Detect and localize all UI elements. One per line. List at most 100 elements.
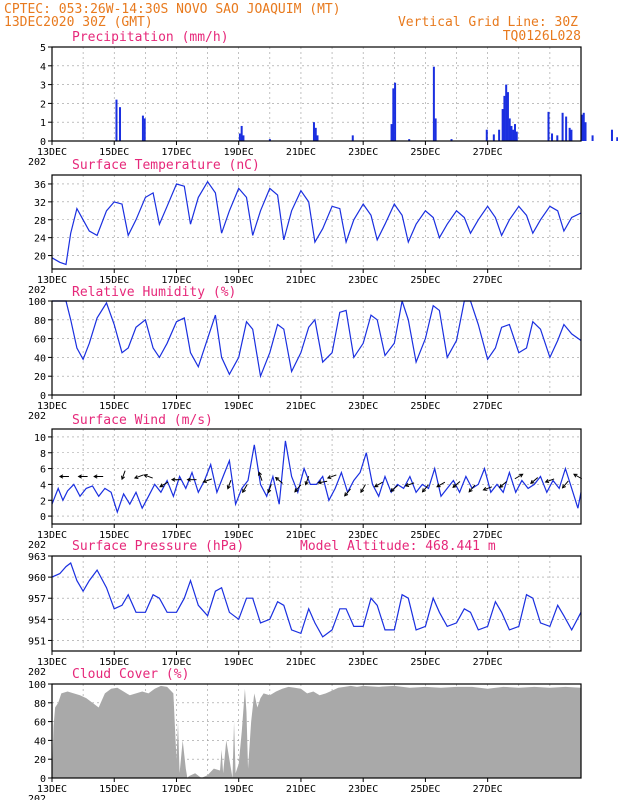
precip-bar: [240, 125, 243, 141]
wind-arrow-head: [482, 486, 487, 491]
wind-arrow-head: [544, 479, 550, 484]
wind-arrow: [530, 477, 539, 485]
wind-arrow-shaft: [242, 484, 248, 493]
precip-bar: [568, 127, 571, 141]
x-tick-label: 21DEC: [286, 657, 316, 668]
precip-bar: [119, 107, 122, 141]
precip-bar: [510, 125, 513, 141]
y-tick-label: 20: [34, 755, 46, 766]
wind-arrow-head: [373, 483, 379, 488]
wind-arrow-head: [202, 479, 207, 484]
wind-arrow: [544, 478, 555, 484]
x-tick-label: 27DEC: [473, 401, 503, 412]
precip-bar: [591, 135, 594, 141]
y-tick-label: 951: [28, 636, 46, 647]
x-tick-label: 21DEC: [286, 275, 316, 286]
x-tick-label: 15DEC: [99, 401, 129, 412]
wind-arrow: [468, 484, 476, 493]
precip-bar: [268, 139, 271, 141]
wind-arrow-shaft: [267, 483, 272, 493]
x-tick-label: 13DEC: [37, 530, 67, 541]
y-tick-label: 960: [28, 573, 46, 584]
x-tick-label: 21DEC: [286, 401, 316, 412]
y-tick-label: 5: [40, 43, 46, 54]
wind-arrow-head: [304, 481, 309, 486]
wind-arrow: [274, 476, 283, 484]
series-line: [51, 440, 582, 515]
header-model: TQ0126L028: [503, 29, 581, 44]
wind-arrow-head: [530, 479, 535, 485]
y-tick-label: 963: [28, 552, 46, 563]
wind-arrow: [133, 474, 144, 480]
precip-bar: [242, 135, 245, 141]
wind-arrow-shaft: [305, 476, 310, 485]
wind-arrow-head: [121, 475, 125, 481]
x-tick-label: 21DEC: [286, 530, 316, 541]
wind-arrow-shaft: [318, 480, 328, 484]
wind-arrow: [186, 477, 197, 482]
precip-bar: [503, 95, 506, 141]
x-tick-label: 25DEC: [410, 530, 440, 541]
header-grid-line: Vertical Grid Line: 30Z: [398, 15, 578, 30]
precip-bar: [141, 115, 144, 141]
y-tick-label: 0: [40, 512, 46, 523]
x-tick-label: 25DEC: [410, 401, 440, 412]
wind-arrow-shaft: [452, 481, 461, 488]
wind-arrow: [226, 480, 232, 490]
x-tick-label: 19DEC: [224, 275, 254, 286]
x-tick-label: 27DEC: [473, 275, 503, 286]
wind-arrow-shaft: [294, 484, 302, 493]
wind-arrow-head: [421, 488, 426, 493]
wind-arrow-shaft: [227, 480, 232, 489]
panel-title: Surface Wind (m/s): [72, 413, 213, 428]
y-tick-label: 24: [34, 234, 46, 245]
panel-title: Surface Pressure (hPa): [72, 539, 244, 554]
x-tick-label: 17DEC: [161, 657, 191, 668]
wind-arrow-head: [561, 484, 566, 489]
y-tick-label: 0: [40, 391, 46, 402]
wind-arrow: [404, 482, 415, 487]
precip-bar: [556, 135, 559, 141]
wind-arrow-head: [436, 483, 441, 488]
wind-arrow: [482, 486, 493, 491]
x-tick-label: 25DEC: [410, 657, 440, 668]
x-tick-label: 23DEC: [348, 275, 378, 286]
wind-arrow-head: [143, 473, 148, 478]
precip-bar: [390, 124, 393, 141]
precip-bar: [505, 84, 508, 141]
x-tick-label: 19DEC: [224, 147, 254, 158]
wind-arrow-head: [226, 485, 231, 490]
panel-5: 0 20 40 60 80 100 13DEC 15DEC 17DEC 19DEC 21DEC 23D…: [28, 667, 582, 800]
wind-arrow: [304, 476, 310, 486]
precip-bar: [508, 118, 511, 141]
y-tick-label: 0: [40, 137, 46, 148]
x-tick-label: 19DEC: [224, 657, 254, 668]
wind-arrow: [326, 474, 337, 480]
precip-bar: [582, 112, 585, 141]
precip-bar: [506, 92, 509, 141]
panel-frame: [51, 46, 582, 142]
wind-arrow-shaft: [144, 474, 153, 479]
y-tick-label: 28: [34, 216, 46, 227]
wind-arrow-shaft: [468, 484, 476, 493]
wind-arrow-shaft: [344, 488, 351, 497]
x-year-fragment: 202: [28, 157, 46, 168]
wind-arrow-shaft: [159, 481, 169, 488]
wind-arrow-shaft: [562, 480, 569, 489]
series-line: [51, 562, 582, 638]
precip-bar: [408, 139, 411, 141]
precip-bar: [432, 66, 435, 141]
wind-arrow: [436, 481, 446, 488]
precip-bar: [565, 116, 568, 141]
precip-bar: [450, 139, 453, 141]
wind-arrow-shaft: [514, 473, 523, 480]
wind-arrow: [93, 474, 104, 479]
wind-arrow-shaft: [360, 484, 366, 493]
wind-arrow-head: [360, 488, 365, 494]
y-tick-label: 100: [28, 297, 46, 308]
precip-bar: [515, 131, 518, 141]
wind-arrow-shaft: [545, 478, 555, 483]
wind-arrow: [561, 480, 569, 489]
wind-arrow: [170, 477, 181, 482]
